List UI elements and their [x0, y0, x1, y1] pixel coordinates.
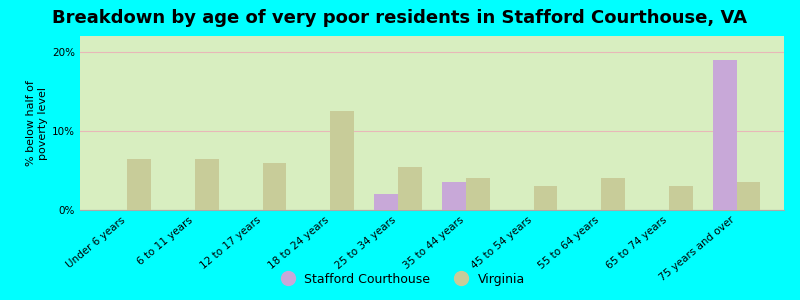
Bar: [195, 159, 218, 210]
Legend: Stafford Courthouse, Virginia: Stafford Courthouse, Virginia: [270, 268, 530, 291]
Bar: [602, 178, 625, 210]
Bar: [262, 163, 286, 210]
Bar: [713, 60, 737, 210]
Bar: [374, 194, 398, 210]
Text: Breakdown by age of very poor residents in Stafford Courthouse, VA: Breakdown by age of very poor residents …: [53, 9, 747, 27]
Bar: [442, 182, 466, 210]
Bar: [534, 186, 558, 210]
Y-axis label: % below half of
poverty level: % below half of poverty level: [26, 80, 48, 166]
Bar: [330, 111, 354, 210]
Bar: [398, 167, 422, 210]
Bar: [127, 159, 151, 210]
Bar: [466, 178, 490, 210]
Bar: [737, 182, 760, 210]
Bar: [669, 186, 693, 210]
